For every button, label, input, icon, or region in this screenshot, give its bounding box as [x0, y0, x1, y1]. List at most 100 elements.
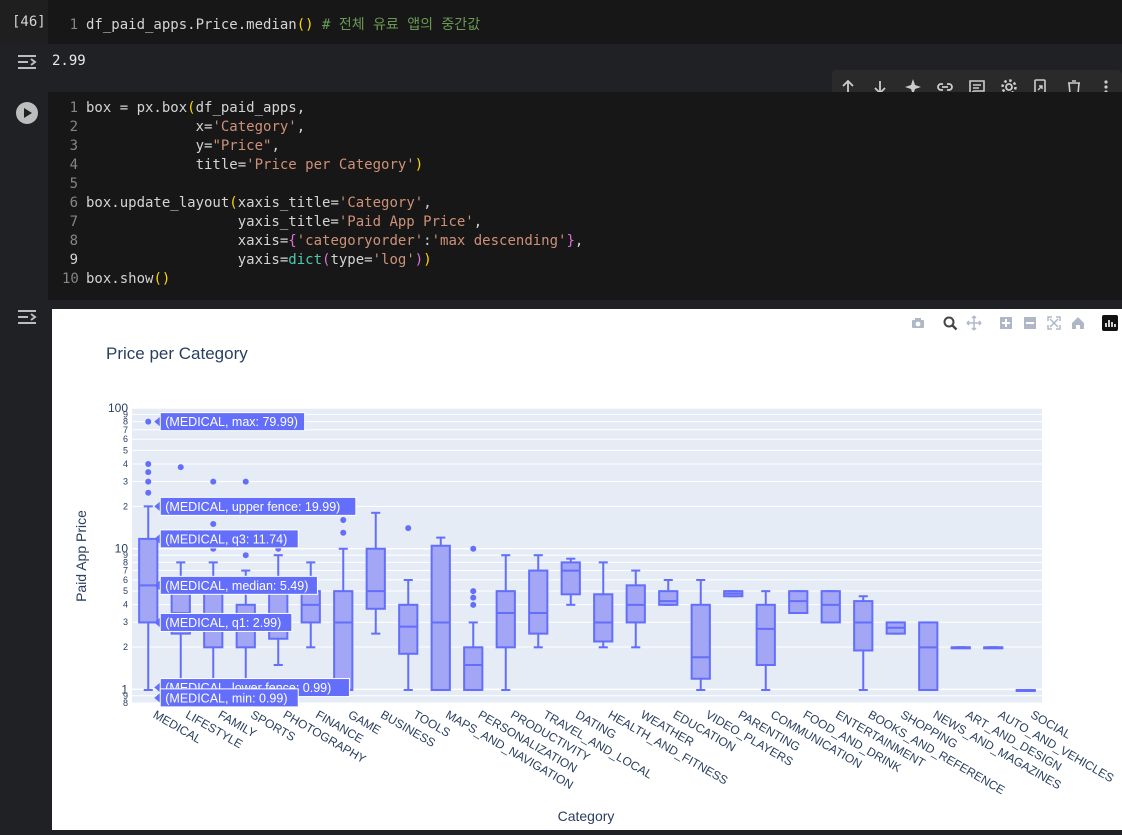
- outlier-point: [145, 489, 152, 496]
- y-tick-label: 5: [123, 445, 128, 455]
- outlier-point: [145, 469, 152, 476]
- code-editor-1[interactable]: 1 df_paid_apps.Price.median() # 전체 유료 앱의 …: [48, 0, 1122, 44]
- y-tick-label: 9: [123, 550, 128, 560]
- code-token: "Price": [212, 138, 272, 154]
- hover-pointer: [154, 501, 161, 512]
- box-finance: [300, 590, 321, 624]
- code-token: {: [288, 233, 297, 249]
- hover-label-text: (MEDICAL, max: 79.99): [165, 415, 298, 429]
- box-dating: [560, 561, 581, 596]
- outlier-point: [210, 520, 217, 527]
- box-business: [365, 547, 386, 610]
- run-cell-button[interactable]: [16, 102, 38, 124]
- hover-pointer: [154, 580, 161, 591]
- output-text: 2.99: [52, 53, 86, 69]
- y-tick-label: 4: [123, 600, 128, 610]
- line-number: 1: [69, 100, 78, 116]
- outlier-point: [242, 552, 249, 559]
- box-communication: [755, 603, 776, 667]
- y-tick-label: 5: [123, 586, 128, 596]
- outlier-point: [210, 478, 217, 485]
- box-health_and_fitness: [593, 593, 614, 643]
- y-tick-label: 8: [123, 417, 128, 427]
- hover-label-text: (MEDICAL, q1: 2.99): [165, 616, 281, 630]
- camera-icon[interactable]: [910, 315, 926, 331]
- chart-title: Price per Category: [106, 344, 248, 363]
- outlier-point: [145, 478, 152, 485]
- arrow-up-icon[interactable]: [838, 77, 858, 97]
- play-icon: [24, 108, 32, 118]
- zoom-in-icon[interactable]: [998, 315, 1014, 331]
- hover-label-box: [159, 412, 306, 432]
- code-token: xaxis_title=: [237, 195, 339, 211]
- hover-pointer: [154, 416, 161, 427]
- box-video_players: [690, 603, 711, 680]
- y-tick-label: 6: [123, 434, 128, 444]
- line-number: 8: [69, 233, 78, 249]
- y-tick-label: 10: [115, 542, 129, 556]
- code-token: :: [423, 233, 432, 249]
- y-tick-label: 6: [123, 575, 128, 585]
- line-number: 5: [69, 176, 78, 192]
- link-icon[interactable]: [935, 77, 955, 97]
- hover-label-box: [159, 575, 318, 595]
- code-token: (: [229, 195, 238, 211]
- pan-icon[interactable]: [966, 315, 982, 331]
- hover-label-text: (MEDICAL, min: 0.99): [165, 691, 287, 705]
- y-tick-label: 100: [108, 401, 128, 415]
- comment-icon[interactable]: [967, 77, 987, 97]
- code-line-9: 9 yaxis=dict(type='log')): [62, 252, 432, 271]
- line-number: 10: [62, 271, 79, 287]
- code-editor-2[interactable]: 1 box = px.box(df_paid_apps, 2 x='Category…: [48, 92, 1122, 300]
- box-travel_and_local: [528, 569, 549, 635]
- code-token: dict: [288, 252, 323, 268]
- output-toggle-icon[interactable]: [16, 308, 38, 326]
- line-number: 3: [69, 138, 78, 154]
- autoscale-icon[interactable]: [1046, 315, 1062, 331]
- code-token: }: [566, 233, 575, 249]
- code-token: ): [414, 157, 424, 173]
- box-maps_and_navigation: [430, 544, 451, 691]
- gear-icon[interactable]: [999, 77, 1019, 97]
- code-token: 'Paid App Price': [338, 214, 474, 230]
- code-parens: (): [296, 17, 314, 33]
- code-token: 'Category': [212, 119, 297, 135]
- y-tick-label: 7: [123, 565, 128, 575]
- code-line-1: 1 df_paid_apps.Price.median() # 전체 유료 앱의 …: [62, 14, 481, 34]
- code-line-5: 5: [62, 176, 86, 195]
- hover-label-box: [159, 612, 293, 632]
- code-token: ): [423, 252, 432, 268]
- outlier-point: [470, 545, 477, 552]
- outlier-point: [405, 525, 412, 532]
- outlier-point: [340, 529, 347, 536]
- execution-count: [46]: [12, 14, 46, 30]
- y-tick-label: 8: [123, 698, 128, 708]
- plotly-figure[interactable]: 1 2 3 4 5 6 7 8 9 10 2 3 4 5 6 7 8 9 100 8 9 MEDICAL LIFESTYLE…: [52, 309, 1122, 830]
- home-icon[interactable]: [1070, 315, 1086, 331]
- code-token: 'Category': [338, 195, 424, 211]
- sparkle-icon[interactable]: [903, 77, 923, 97]
- outlier-point: [340, 517, 347, 524]
- code-token: y=: [86, 138, 213, 154]
- code-token: 'Price per Category': [246, 157, 415, 173]
- code-line-1: 1 box = px.box(df_paid_apps,: [62, 100, 306, 119]
- y-tick-label: 4: [123, 459, 128, 469]
- code-token: ,: [271, 138, 280, 154]
- code-line-10: 10 box.show(): [62, 271, 170, 290]
- plotly-logo-icon[interactable]: [1102, 315, 1118, 331]
- line-number: 7: [69, 214, 78, 230]
- code-token: ,: [423, 195, 432, 211]
- hover-pointer: [154, 682, 161, 693]
- output-toggle-icon[interactable]: [16, 53, 38, 71]
- code-token: ,: [473, 214, 483, 230]
- code-line-4: 4 title='Price per Category'): [62, 157, 424, 176]
- hover-label-text: (MEDICAL, median: 5.49): [165, 579, 308, 593]
- y-tick-label: 9: [123, 409, 128, 419]
- zoom-icon[interactable]: [942, 315, 958, 331]
- zoom-out-icon[interactable]: [1022, 315, 1038, 331]
- y-tick-label: 2: [123, 501, 128, 511]
- y-tick-label: 1: [121, 682, 128, 696]
- hover-pointer: [154, 617, 161, 628]
- code-line-2: 2 x='Category',: [62, 119, 306, 138]
- y-tick-label: 3: [123, 617, 128, 627]
